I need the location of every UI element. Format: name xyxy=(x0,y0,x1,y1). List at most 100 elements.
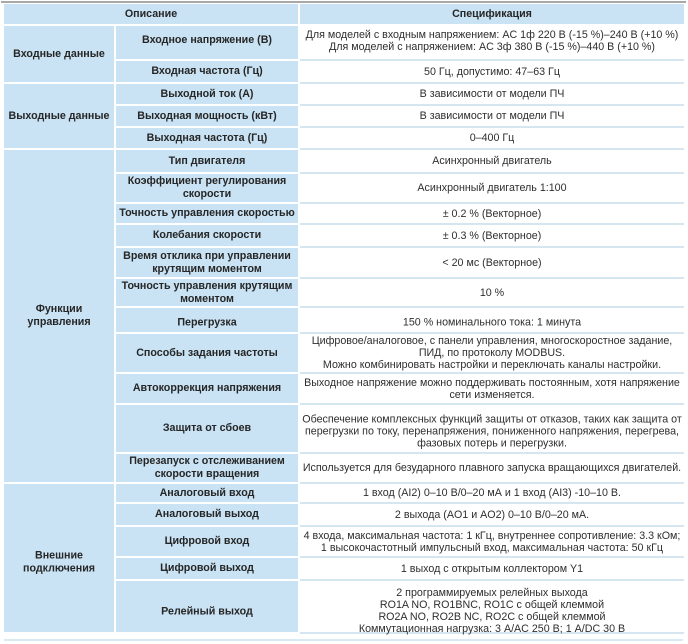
description-cell-text: Выходная частота (Гц) xyxy=(146,131,268,144)
specification-cell: 2 выхода (AO1 и AO2) 0–10 В/0–20 мА. xyxy=(300,504,684,527)
specification-cell-text: Асинхронный двигатель 1:100 xyxy=(417,182,567,194)
description-cell: Релейный выход xyxy=(116,581,300,634)
specification-cell: 150 % номинального тока: 1 минута xyxy=(300,308,684,334)
specification-cell: 1 выход с открытым коллектором Y1 xyxy=(300,558,684,581)
description-cell: Выходной ток (А) xyxy=(116,84,300,106)
description-cell: Время отклика при управлении крутящим мо… xyxy=(116,248,300,279)
specification-cell-text: Цифровое/аналоговое, с панели управления… xyxy=(311,335,673,371)
specification-cell: Обеспечение комплексных функций защиты о… xyxy=(300,405,684,454)
description-cell-text: Выходная мощность (кВт) xyxy=(137,109,277,122)
specification-cell-text: 2 программируемых релейных выхода RO1A N… xyxy=(358,586,626,635)
description-cell-text: Цифровой вход xyxy=(164,535,250,547)
description-cell: Тип двигателя xyxy=(116,150,300,174)
specification-cell: 50 Гц, допустимо: 47–63 Гц xyxy=(300,61,684,84)
specification-cell-text: Выходное напряжение можно поддерживать п… xyxy=(304,376,680,401)
specification-cell-text: Обеспечение комплексных функций защиты о… xyxy=(302,413,682,449)
specification-cell-text: 50 Гц, допустимо: 47–63 Гц xyxy=(424,65,560,78)
description-cell-text: Перезапуск с отслеживанием скорости вращ… xyxy=(129,455,285,480)
description-cell-text: Точность управления скоростью xyxy=(119,207,295,219)
specification-cell: Асинхронный двигатель xyxy=(300,150,684,174)
description-cell-text: Перегрузка xyxy=(177,316,237,328)
specification-cell: Выходное напряжение можно поддерживать п… xyxy=(300,374,684,405)
description-cell-text: Коэффициент регулирования скорости xyxy=(127,175,287,200)
header-specification-text: Спецификация xyxy=(452,8,532,20)
specification-table: Описание Спецификация Входные данные Входно… xyxy=(4,4,684,635)
category-cell: Внешние подключения xyxy=(4,484,116,634)
header-description: Описание xyxy=(4,4,300,26)
specification-cell-text: < 20 мс (Векторное) xyxy=(442,256,542,269)
specification-cell: Для моделей с входным напряжением: AC 1ф… xyxy=(300,26,684,61)
specification-cell-text: В зависимости от модели ПЧ xyxy=(419,110,565,122)
specification-cell-text: Используется для безударного плавного за… xyxy=(302,462,682,474)
description-cell: Точность управления крутящим моментом xyxy=(116,279,300,308)
description-cell-text: Точность управления крутящим моментом xyxy=(121,279,293,305)
specification-cell: ± 0.3 % (Векторное) xyxy=(300,225,684,248)
top-rule xyxy=(1,1,686,3)
specification-cell: ± 0.2 % (Векторное) xyxy=(300,204,684,225)
description-cell: Перегрузка xyxy=(116,308,300,334)
specification-cell-text: 1 выход с открытым коллектором Y1 xyxy=(400,562,584,575)
description-cell-text: Время отклика при управлении крутящим мо… xyxy=(123,249,291,275)
specification-cell-text: 1 вход (AI2) 0–10 В/0–20 мА и 1 вход (AI… xyxy=(362,487,622,499)
specification-cell: 4 входа, максимальная частота: 1 кГц, вн… xyxy=(300,527,684,558)
specification-cell: < 20 мс (Векторное) xyxy=(300,248,684,279)
category-cell-text: Функции управления xyxy=(27,303,91,328)
description-cell: Колебания скорости xyxy=(116,225,300,248)
category-cell-text: Внешние подключения xyxy=(22,549,96,575)
specification-cell-text: 2 выхода (AO1 и AO2) 0–10 В/0–20 мА. xyxy=(394,508,590,521)
category-cell: Входные данные xyxy=(4,26,116,84)
specification-cell: В зависимости от модели ПЧ xyxy=(300,84,684,106)
description-cell: Автокоррекция напряжения xyxy=(116,374,300,405)
specification-cell-text: 0–400 Гц xyxy=(469,132,515,144)
description-cell-text: Выходной ток (А) xyxy=(160,87,254,100)
description-cell: Аналоговый выход xyxy=(116,504,300,527)
specification-cell: Используется для безударного плавного за… xyxy=(300,454,684,484)
specification-cell: 2 программируемых релейных выхода RO1A N… xyxy=(300,581,684,635)
description-cell: Цифровой вход xyxy=(116,527,300,558)
description-cell: Выходная мощность (кВт) xyxy=(116,106,300,128)
specification-cell: Асинхронный двигатель 1:100 xyxy=(300,174,684,204)
description-cell-text: Входная частота (Гц) xyxy=(151,65,263,77)
category-cell: Функции управления xyxy=(4,150,116,484)
description-cell: Аналоговый вход xyxy=(116,484,300,504)
specification-cell: Цифровое/аналоговое, с панели управления… xyxy=(300,334,684,374)
header-specification: Спецификация xyxy=(300,4,684,26)
description-cell-text: Входное напряжение (В) xyxy=(142,34,272,46)
description-cell-text: Тип двигателя xyxy=(168,154,246,167)
description-cell: Защита от сбоев xyxy=(116,405,300,454)
description-cell-text: Колебания скорости xyxy=(152,229,262,241)
specification-cell: В зависимости от модели ПЧ xyxy=(300,106,684,128)
specification-cell-text: 4 входа, максимальная частота: 1 кГц, вн… xyxy=(303,529,681,554)
specification-cell-text: В зависимости от модели ПЧ xyxy=(419,88,565,100)
description-cell: Точность управления скоростью xyxy=(116,204,300,225)
description-cell-text: Защита от сбоев xyxy=(162,422,252,434)
description-cell-text: Цифровой выход xyxy=(160,562,254,574)
category-cell-text: Выходные данные xyxy=(8,109,110,122)
description-cell-text: Аналоговый выход xyxy=(155,508,259,520)
specification-cell-text: 10 % xyxy=(479,286,505,299)
description-cell-text: Способы задания частоты xyxy=(136,346,278,359)
specification-cell-text: Для моделей с входным напряжением: AC 1ф… xyxy=(305,28,679,53)
specification-cell: 10 % xyxy=(300,279,684,308)
header-description-text: Описание xyxy=(124,8,178,20)
category-cell: Выходные данные xyxy=(4,84,116,150)
description-cell-text: Автокоррекция напряжения xyxy=(132,382,282,394)
specification-cell-text: Асинхронный двигатель xyxy=(432,155,552,167)
specification-cell: 0–400 Гц xyxy=(300,128,684,150)
description-cell: Цифровой выход xyxy=(116,558,300,581)
next-row-edge-line xyxy=(4,639,683,642)
description-cell: Способы задания частоты xyxy=(116,334,300,374)
description-cell-text: Релейный выход xyxy=(161,605,253,618)
description-cell: Коэффициент регулирования скорости xyxy=(116,174,300,204)
specification-cell-text: ± 0.3 % (Векторное) xyxy=(442,229,542,242)
description-cell-text: Аналоговый вход xyxy=(159,486,255,499)
description-cell: Входная частота (Гц) xyxy=(116,61,300,84)
description-cell: Выходная частота (Гц) xyxy=(116,128,300,150)
category-cell-text: Входные данные xyxy=(13,47,105,60)
specification-cell: 1 вход (AI2) 0–10 В/0–20 мА и 1 вход (AI… xyxy=(300,484,684,504)
specification-cell-text: ± 0.2 % (Векторное) xyxy=(442,207,542,220)
description-cell: Перезапуск с отслеживанием скорости вращ… xyxy=(116,454,300,484)
specification-cell-text: 150 % номинального тока: 1 минута xyxy=(402,316,582,329)
description-cell: Входное напряжение (В) xyxy=(116,26,300,61)
